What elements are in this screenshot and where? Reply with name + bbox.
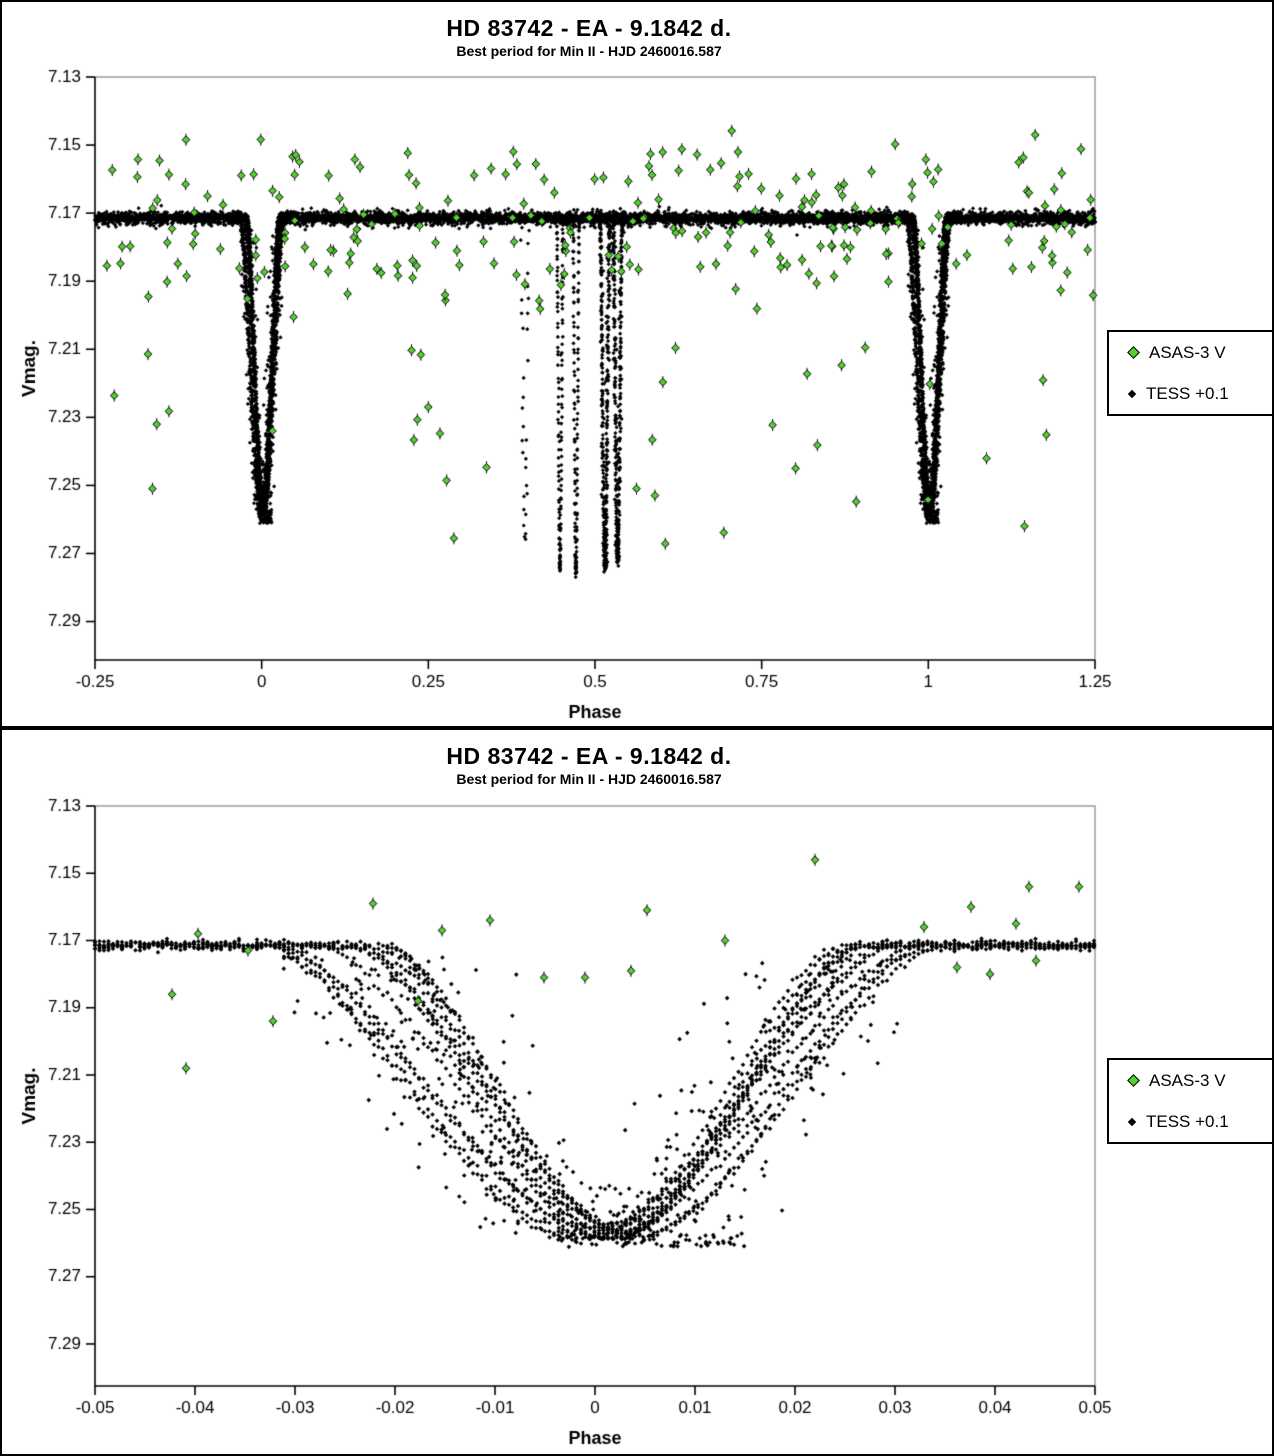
legend-item-asas: ASAS-3 V: [1127, 1070, 1272, 1091]
legend-label-asas: ASAS-3 V: [1149, 1070, 1226, 1090]
tess-diamond-icon: [1127, 389, 1137, 398]
legend: ASAS-3 V TESS +0.1: [1107, 1058, 1272, 1144]
legend-label-asas: ASAS-3 V: [1149, 342, 1226, 362]
chart-subtitle: Best period for Min II - HJD 2460016.587: [456, 771, 722, 787]
panel-min2-zoom: HD 83742 - EA - 9.1842 d. Best period fo…: [0, 728, 1274, 1456]
min2-zoom-light-curve-canvas: [2, 730, 1272, 1454]
asas-diamond-icon: [1127, 1074, 1140, 1087]
chart-subtitle: Best period for Min II - HJD 2460016.587: [456, 43, 722, 59]
legend-label-tess: TESS +0.1: [1146, 1111, 1229, 1131]
tess-diamond-icon: [1127, 1117, 1137, 1126]
legend-item-asas: ASAS-3 V: [1127, 342, 1272, 363]
legend-item-tess: TESS +0.1: [1127, 383, 1272, 404]
full-phase-light-curve-canvas: [2, 2, 1272, 726]
panel-full-phase: HD 83742 - EA - 9.1842 d. Best period fo…: [0, 0, 1274, 728]
legend: ASAS-3 V TESS +0.1: [1107, 330, 1272, 416]
chart-title: HD 83742 - EA - 9.1842 d.: [446, 15, 732, 41]
asas-diamond-icon: [1127, 346, 1140, 359]
chart-title: HD 83742 - EA - 9.1842 d.: [446, 743, 732, 769]
legend-label-tess: TESS +0.1: [1146, 383, 1229, 403]
legend-item-tess: TESS +0.1: [1127, 1111, 1272, 1132]
